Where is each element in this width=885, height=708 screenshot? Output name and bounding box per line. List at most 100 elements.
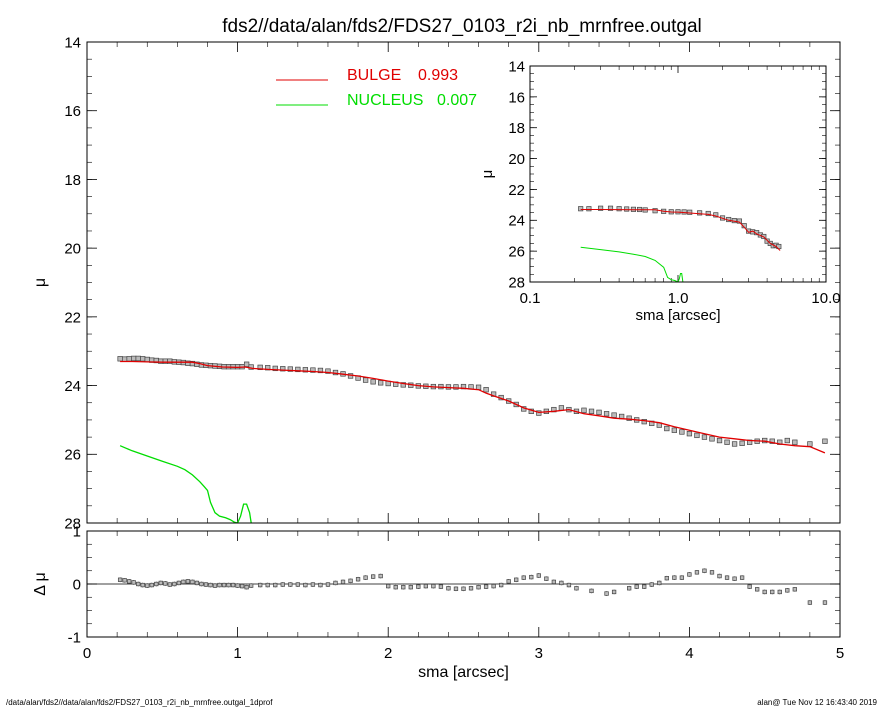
data-point bbox=[657, 580, 662, 586]
y-axis-title: μ bbox=[479, 170, 496, 179]
data-point bbox=[145, 583, 150, 588]
data-point bbox=[131, 355, 137, 362]
data-point bbox=[208, 582, 213, 588]
data-point bbox=[185, 579, 191, 584]
data-point bbox=[333, 580, 338, 586]
data-point bbox=[536, 410, 542, 416]
data-point bbox=[770, 589, 775, 595]
data-point bbox=[235, 583, 240, 588]
data-point bbox=[483, 584, 489, 589]
x-tick-label: 5 bbox=[836, 645, 844, 662]
data-point bbox=[589, 588, 594, 594]
data-point bbox=[694, 432, 700, 439]
data-point bbox=[672, 575, 677, 580]
legend-bulge-name: BULGE bbox=[347, 67, 401, 84]
data-point bbox=[400, 382, 406, 388]
data-point bbox=[401, 585, 406, 590]
data-point bbox=[355, 577, 361, 582]
data-point bbox=[664, 576, 669, 581]
data-point bbox=[325, 368, 331, 374]
x-tick-label: 0 bbox=[83, 645, 91, 662]
data-point bbox=[194, 580, 200, 586]
y-tick-label: 18 bbox=[64, 172, 81, 189]
data-point bbox=[302, 367, 309, 373]
data-point bbox=[310, 582, 316, 587]
data-point bbox=[280, 366, 286, 372]
x-tick-label: 0.1 bbox=[520, 290, 541, 307]
footer-left: /data/alan/fds2//data/alan/fds2/FDS27_01… bbox=[6, 698, 273, 707]
data-point bbox=[273, 582, 278, 588]
x-axis-title: sma [arcsec] bbox=[418, 664, 509, 681]
data-point bbox=[687, 572, 692, 577]
data-point bbox=[453, 586, 459, 591]
data-point bbox=[611, 589, 617, 595]
data-point bbox=[586, 206, 592, 212]
data-point bbox=[483, 387, 489, 393]
data-point bbox=[641, 418, 647, 425]
data-point bbox=[280, 582, 285, 587]
y-tick-label: 1 bbox=[73, 523, 81, 540]
data-point bbox=[626, 415, 632, 421]
data-point bbox=[117, 577, 123, 582]
data-point bbox=[551, 579, 557, 585]
data-point bbox=[438, 584, 444, 589]
data-point bbox=[303, 582, 308, 588]
data-point bbox=[310, 367, 316, 373]
data-point bbox=[172, 581, 177, 587]
x-tick-label: 3 bbox=[535, 645, 543, 662]
data-point bbox=[784, 437, 790, 444]
data-point bbox=[158, 580, 163, 586]
legend-nucleus-value: 0.007 bbox=[437, 92, 477, 109]
data-point bbox=[697, 210, 703, 216]
y-tick-label: 26 bbox=[64, 447, 81, 464]
data-point bbox=[362, 377, 369, 383]
data-point bbox=[679, 429, 685, 435]
data-point bbox=[611, 412, 617, 418]
data-point bbox=[176, 580, 182, 586]
data-point bbox=[117, 356, 123, 362]
data-point bbox=[499, 582, 504, 588]
data-point bbox=[578, 206, 584, 212]
y-tick-label: 24 bbox=[508, 213, 525, 230]
data-point bbox=[122, 578, 127, 583]
data-point bbox=[762, 589, 767, 595]
legend-bulge-value: 0.993 bbox=[418, 67, 458, 84]
x-axis-title: sma [arcsec] bbox=[635, 307, 720, 324]
data-point bbox=[287, 366, 293, 372]
data-point bbox=[468, 586, 474, 591]
data-point bbox=[671, 427, 677, 433]
data-point bbox=[822, 438, 828, 444]
data-point bbox=[716, 437, 723, 444]
data-point bbox=[340, 579, 346, 585]
data-point bbox=[574, 586, 579, 591]
main-frame bbox=[86, 41, 841, 524]
data-point bbox=[272, 365, 278, 372]
data-point bbox=[596, 409, 602, 416]
legend: BULGE 0.993 NUCLEUS 0.007 bbox=[276, 67, 477, 109]
data-point bbox=[536, 573, 541, 578]
data-point bbox=[265, 582, 270, 588]
data-point bbox=[370, 574, 376, 579]
data-point bbox=[239, 583, 245, 589]
residual-marks bbox=[117, 568, 828, 605]
y-tick-label: 14 bbox=[64, 34, 81, 51]
data-point bbox=[217, 582, 222, 588]
y-tick-label: 16 bbox=[508, 89, 525, 106]
inset-marks bbox=[578, 205, 782, 282]
data-point bbox=[127, 579, 132, 584]
main-plot: 14 16 18 20 22 24 26 28 μ bbox=[32, 34, 841, 532]
data-point bbox=[423, 583, 428, 589]
data-point bbox=[724, 575, 730, 580]
data-point bbox=[709, 570, 715, 575]
data-point bbox=[140, 582, 145, 588]
y-tick-label: 20 bbox=[508, 151, 525, 168]
y-tick-label: 28 bbox=[508, 274, 525, 291]
data-point bbox=[686, 431, 693, 437]
series-line-bulge bbox=[580, 209, 781, 251]
y-tick-label: -1 bbox=[68, 629, 81, 646]
data-point bbox=[446, 586, 451, 591]
data-point bbox=[769, 438, 775, 444]
x-tick-label: 1.0 bbox=[668, 290, 689, 307]
data-point bbox=[664, 425, 670, 432]
